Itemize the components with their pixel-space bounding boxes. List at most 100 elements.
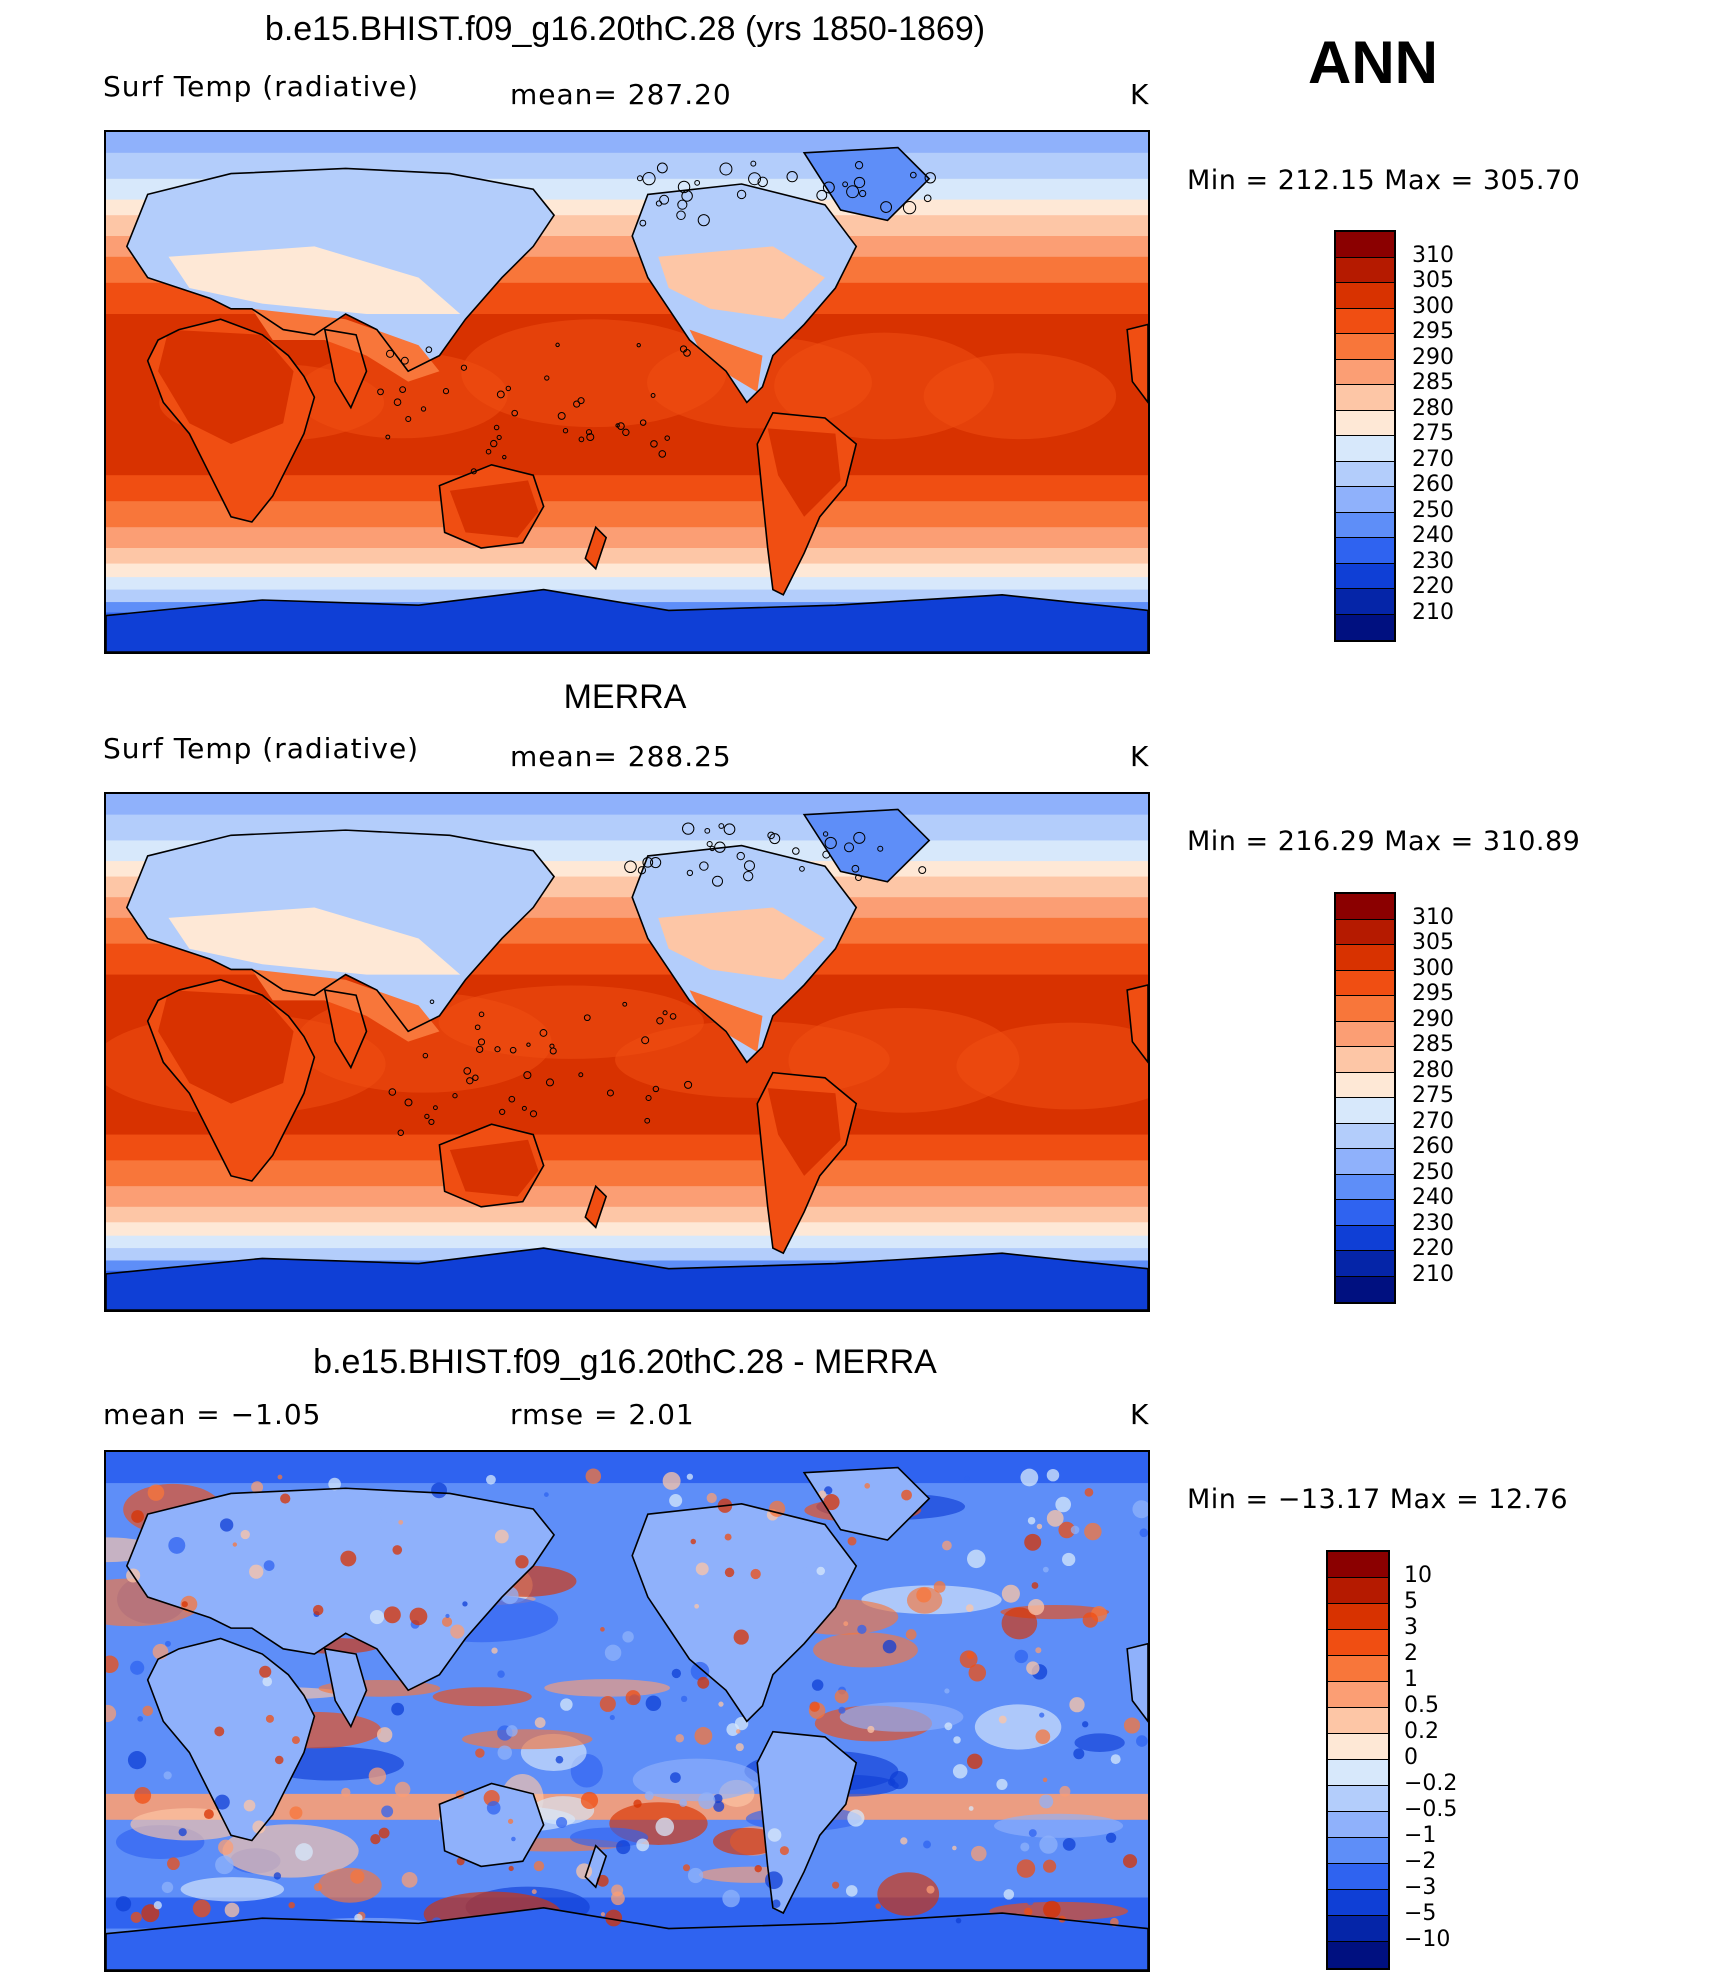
difference-speckle [378, 1827, 390, 1839]
difference-speckle [368, 1767, 387, 1785]
difference-speckle [398, 1519, 404, 1525]
difference-speckle [130, 1911, 142, 1923]
difference-speckle [996, 1778, 1008, 1790]
difference-speckle [1036, 1523, 1043, 1530]
ocean-anomaly [923, 353, 1117, 440]
island-coastline [512, 410, 518, 416]
difference-speckle [1031, 1582, 1039, 1589]
island-coastline [719, 824, 724, 829]
difference-speckle [1043, 1900, 1061, 1919]
difference-speckle [161, 1881, 174, 1894]
difference-anomaly [531, 1796, 595, 1825]
difference-speckle [219, 1518, 234, 1532]
panel3-colorbar-swatch [1328, 1630, 1388, 1656]
panel3-colorbar-tick-label: 5 [1404, 1589, 1418, 1614]
island-coastline [497, 435, 501, 439]
panel1-colorbar-tick-label: 285 [1412, 370, 1454, 395]
island-coastline [509, 1096, 515, 1102]
difference-speckle [215, 1855, 234, 1875]
difference-speckle [625, 1690, 641, 1706]
coastline [757, 413, 856, 595]
panel2-colorbar-tick-label: 210 [1412, 1261, 1454, 1287]
difference-speckle [609, 1715, 615, 1721]
difference-speckle [867, 1725, 875, 1733]
difference-speckle [369, 1609, 385, 1625]
difference-speckle [555, 1755, 564, 1764]
difference-speckle [998, 1715, 1007, 1724]
panel2-colorbar-tick-label: 285 [1412, 1032, 1454, 1057]
difference-speckle [340, 1550, 357, 1567]
coastline [757, 1732, 856, 1913]
island-coastline [545, 376, 549, 380]
difference-speckle [944, 1722, 953, 1731]
difference-speckle [1046, 1510, 1064, 1527]
difference-speckle [580, 1791, 599, 1810]
difference-speckle [533, 1860, 545, 1872]
difference-speckle [875, 1903, 881, 1909]
difference-speckle [605, 1909, 623, 1927]
difference-speckle [750, 1568, 761, 1580]
coastline [325, 330, 367, 408]
panel1-title: b.e15.BHIST.f09_g16.20thC.28 (yrs 1850-1… [264, 10, 986, 48]
difference-anomaly [432, 1687, 532, 1707]
island-coastline [579, 437, 584, 442]
difference-speckle [600, 1627, 605, 1632]
panel1-colorbar-swatch [1336, 436, 1394, 462]
difference-speckle [966, 1549, 986, 1569]
panel2-colorbar-swatch [1336, 1123, 1394, 1149]
panel3-colorbar-tick-label: −3 [1404, 1875, 1437, 1900]
difference-speckle [163, 1771, 172, 1780]
island-coastline [768, 832, 775, 838]
panel3-colorbar-tick-label: 2 [1404, 1641, 1418, 1666]
panel1-colorbar-tick-label: 280 [1412, 395, 1454, 421]
land-africa [147, 1638, 315, 1841]
island-coastline [550, 1044, 554, 1048]
difference-speckle [1039, 1712, 1045, 1718]
island-coastline [656, 201, 661, 206]
difference-speckle [900, 1837, 908, 1845]
difference-speckle [687, 1867, 704, 1884]
difference-speckle [341, 1787, 351, 1798]
island-coastline [724, 824, 735, 835]
island-coastline [643, 858, 653, 868]
temperature-band [106, 1186, 1148, 1208]
island-coastline [477, 1046, 483, 1052]
difference-speckle [1039, 1835, 1058, 1854]
difference-speckle [706, 1492, 717, 1504]
difference-speckle [697, 1676, 710, 1689]
difference-speckle [127, 1751, 147, 1770]
difference-speckle [1042, 1859, 1057, 1873]
difference-speckle [1039, 1794, 1054, 1809]
panel2-mean-label: mean= 288.25 [510, 740, 732, 773]
land-temperature-zone [767, 1088, 841, 1176]
panel3-mean-label: mean = −1.05 [103, 1398, 322, 1431]
panel3-colorbar [1326, 1550, 1390, 1970]
difference-speckle [864, 1483, 871, 1489]
island-coastline [475, 1025, 480, 1030]
island-coastline [625, 861, 637, 873]
island-coastline [510, 1047, 516, 1053]
island-coastline [744, 861, 754, 871]
difference-speckle [824, 1486, 833, 1495]
panel1-colorbar-swatch [1336, 589, 1394, 615]
island-coastline [495, 1047, 500, 1052]
island-coastline [854, 177, 864, 187]
difference-speckle [722, 1889, 740, 1908]
panel2-colorbar-swatch [1336, 1276, 1394, 1302]
difference-speckle [694, 1603, 700, 1609]
panel1-units-label: K [1130, 78, 1150, 111]
island-coastline [787, 172, 797, 182]
island-coastline [878, 846, 883, 851]
panel2-colorbar-tick-label: 305 [1412, 930, 1454, 955]
difference-speckle [1026, 1661, 1040, 1675]
island-coastline [473, 1075, 478, 1080]
island-coastline [400, 387, 406, 393]
island-coastline [479, 1012, 484, 1017]
difference-speckle [1139, 1528, 1148, 1538]
island-coastline [817, 190, 827, 200]
panel3-colorbar-swatch [1328, 1916, 1388, 1942]
difference-speckle [669, 1494, 683, 1508]
temperature-band [106, 1248, 1148, 1262]
land-temperature-zone [158, 329, 294, 444]
panel1-colorbar-swatch [1336, 538, 1394, 564]
